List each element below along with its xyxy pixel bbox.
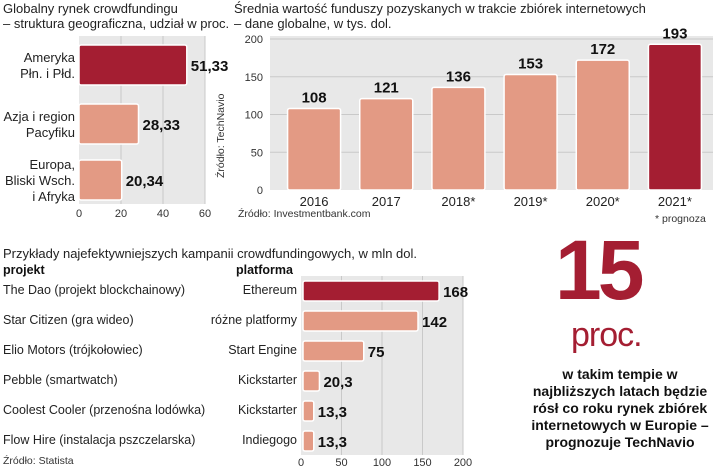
chart1-subtitle: – struktura geograficzna, udział w proc. [3, 16, 230, 31]
chart2-x-tick-label: 2016 [300, 194, 329, 209]
chart2-bar [359, 97, 414, 191]
platform-name: różne platformy [210, 313, 297, 327]
platform-name: Start Engine [228, 343, 297, 357]
chart1-category-label: Azja i region Pacyfiku [3, 109, 75, 140]
chart3-value-label: 142 [422, 314, 447, 331]
chart3-value-label: 168 [443, 284, 468, 301]
chart3-value-label: 13,3 [318, 434, 347, 451]
platform-name: Kickstarter [237, 403, 297, 417]
chart2-footnote: * prognoza [655, 213, 706, 225]
chart1-x-tick-label: 20 [115, 208, 127, 220]
callout-unit: proc. [571, 316, 643, 354]
chart2-value-label: 153 [518, 55, 543, 72]
chart1-value-label: 28,33 [142, 117, 180, 134]
chart1-x-tick-label: 40 [157, 208, 169, 220]
chart3-bar [302, 340, 365, 362]
chart2-x-tick-label: 2018* [441, 194, 475, 209]
chart2-value-label: 121 [374, 80, 399, 97]
chart1-plot: 0 20 40 60 51,33 Ameryka Płn. i Płd. 28,33 Azja … [3, 36, 229, 220]
chart3-bar [302, 280, 440, 302]
chart2-title: Średnia wartość funduszy pozyskanych w t… [234, 1, 646, 16]
project-name: Pebble (smartwatch) [3, 373, 118, 387]
chart2-bar [575, 59, 630, 191]
chart2-y-tick-label: 50 [251, 147, 263, 159]
chart1-bar [78, 44, 188, 86]
chart3-x-tick-label: 150 [413, 457, 431, 469]
chart2-value-label: 193 [662, 25, 687, 42]
chart2-y-tick-label: 0 [257, 185, 263, 197]
chart2-bar [503, 73, 558, 191]
chart1-category-label: Ameryka Płn. i Płd. [20, 50, 76, 81]
chart2-bar [647, 43, 703, 191]
chart2-panel [270, 36, 713, 190]
chart2-y-tick-label: 150 [245, 72, 263, 84]
project-name: Star Citizen (gra wideo) [3, 313, 134, 327]
project-name: Elio Motors (trójkołowiec) [3, 343, 143, 357]
platform-name: Indiegogo [242, 433, 297, 447]
chart1-bar [78, 159, 123, 201]
chart2-source: Źródło: Investmentbank.com [238, 208, 371, 220]
project-name: Coolest Cooler (przenośna lodówka) [3, 403, 206, 417]
chart2-x-tick-label: 2017 [372, 194, 401, 209]
chart2-bar [286, 107, 342, 191]
column-header-project: projekt [3, 263, 45, 277]
chart2-subtitle: – dane globalne, w tys. dol. [234, 16, 392, 31]
chart2-x-tick-label: 2020* [586, 194, 620, 209]
platform-name: Kickstarter [237, 373, 297, 387]
chart2-bar [431, 86, 486, 191]
chart3-x-tick-label: 0 [298, 457, 304, 469]
chart2-y-tick-label: 100 [245, 110, 263, 122]
chart3-x-tick-label: 200 [454, 457, 472, 469]
chart3-bar [302, 430, 315, 452]
project-name: The Dao (projekt blockchainowy) [3, 283, 186, 297]
chart2-value-label: 136 [446, 68, 471, 85]
chart2-value-label: 108 [302, 89, 327, 106]
chart3-value-label: 20,3 [323, 374, 352, 391]
chart3-title: Przykłady najefektywniejszych kampanii c… [3, 246, 418, 261]
chart1-value-label: 20,34 [126, 173, 164, 190]
chart3-value-label: 13,3 [318, 404, 347, 421]
chart3-bar [302, 400, 315, 422]
platform-name: Ethereum [242, 283, 297, 297]
chart1-value-label: 51,33 [191, 58, 229, 75]
chart2-plot: 0 50 100 150 200 108 2016 121 2017 136 2018* 153 201… [245, 25, 713, 209]
chart2-value-label: 172 [590, 41, 615, 58]
chart2-x-tick-label: 2021* [658, 194, 692, 209]
chart3-source: Źródło: Statista [3, 455, 74, 467]
chart1-title: Globalny rynek crowdfundingu [3, 1, 178, 16]
chart3-x-tick-label: 100 [373, 457, 391, 469]
callout-number: 15 [555, 223, 644, 317]
chart1-x-tick-label: 0 [76, 208, 82, 220]
chart3-value-label: 75 [368, 344, 385, 361]
chart3-x-tick-label: 50 [335, 457, 347, 469]
chart3-bar [302, 370, 321, 392]
chart1-bar [78, 103, 140, 145]
chart2-x-tick-label: 2019* [514, 194, 548, 209]
chart1-category-label: Europa, Bliski Wsch. i Afryka [5, 157, 76, 204]
chart3-bar [302, 310, 419, 332]
project-name: Flow Hire (instalacja pszczelarska) [3, 433, 196, 447]
chart1-x-tick-label: 60 [199, 208, 211, 220]
chart3-plot: 0 50 100 150 200 168 142 75 20,3 13,3 13,3 [298, 276, 472, 469]
column-header-platform: platforma [236, 263, 293, 277]
callout-text: w takim tempie w najbliższych latach będ… [531, 366, 709, 450]
chart2-y-tick-label: 200 [245, 34, 263, 46]
